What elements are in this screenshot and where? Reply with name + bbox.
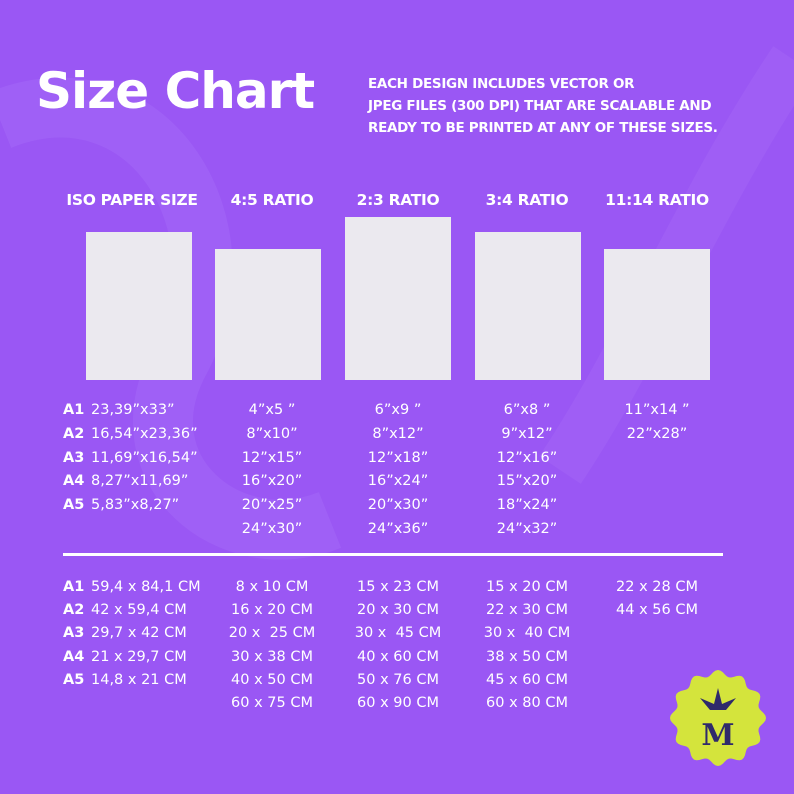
size-value: 11”x14 ”	[624, 402, 690, 418]
size-value: 16”x24”	[367, 473, 429, 490]
size-value: 16”x20”	[241, 473, 303, 490]
size-value: 60 x 80 CM	[486, 695, 568, 711]
size-value: 9”x12”	[501, 425, 553, 442]
logo-badge	[670, 670, 766, 766]
column-header: 11:14 RATIO	[605, 191, 709, 209]
size-value: 12”x18”	[367, 449, 429, 466]
size-value: 45 x 60 CM	[486, 671, 568, 688]
size-value: 12”x15”	[241, 449, 303, 466]
size-value: 22”x28”	[626, 425, 688, 442]
size-value: 6”x9 ”	[374, 402, 422, 418]
size-value: 4”x5 ”	[248, 402, 296, 418]
size-value: 40 x 50 CM	[231, 671, 313, 688]
size-value: 60 x 75 CM	[231, 695, 313, 711]
size-dimension: 11,69”x16,54”	[91, 449, 198, 466]
size-value: 24”x36”	[367, 521, 429, 537]
size-value: 8”x12”	[372, 425, 424, 442]
paper-iso	[86, 232, 192, 380]
size-value: 20 x 25 CM	[228, 625, 316, 642]
size-value: 30 x 40 CM	[483, 625, 571, 642]
size-label: A5	[63, 497, 85, 514]
size-value: 15”x20”	[496, 473, 558, 490]
column-header: ISO PAPER SIZE	[66, 191, 198, 209]
size-value: 12”x16”	[496, 449, 558, 466]
size-value: 8 x 10 CM	[235, 579, 309, 595]
paper-11-14	[604, 249, 710, 380]
logo-letter: M	[701, 718, 734, 753]
size-label: A3	[63, 449, 85, 466]
column-header: 4:5 RATIO	[230, 191, 314, 209]
size-value: 15 x 23 CM	[357, 579, 439, 595]
size-value: 30 x 38 CM	[231, 648, 313, 665]
title: Size Chart	[36, 62, 315, 120]
size-value: 40 x 60 CM	[357, 648, 439, 665]
size-value: 24”x32”	[496, 521, 558, 537]
size-value: 60 x 90 CM	[357, 695, 439, 711]
size-value: 15 x 20 CM	[486, 579, 568, 595]
size-value: 22 x 28 CM	[616, 579, 698, 595]
description-line: JPEG FILES (300 DPI) THAT ARE SCALABLE A…	[368, 98, 712, 114]
size-value: 18”x24”	[496, 497, 558, 514]
size-label: A1	[63, 402, 85, 418]
paper-4-5	[215, 249, 321, 380]
size-value: 16 x 20 CM	[231, 602, 313, 619]
size-value: 6”x8 ”	[503, 402, 551, 418]
size-dimension: 23,39”x33”	[91, 402, 175, 418]
column-header: 3:4 RATIO	[485, 191, 569, 209]
paper-3-4	[475, 232, 581, 380]
size-dimension: 29,7 x 42 CM	[91, 625, 187, 642]
size-dimension: 8,27”x11,69”	[91, 473, 189, 490]
description-line: EACH DESIGN INCLUDES VECTOR OR	[368, 76, 635, 92]
size-dimension: 42 x 59,4 CM	[91, 602, 187, 619]
size-value: 20”x30”	[367, 497, 429, 514]
paper-2-3	[345, 217, 451, 380]
size-value: 22 x 30 CM	[486, 602, 568, 619]
size-dimension: 21 x 29,7 CM	[91, 648, 187, 665]
size-label: A2	[63, 425, 85, 442]
size-value: 24”x30”	[241, 521, 303, 537]
size-value: 44 x 56 CM	[616, 602, 698, 619]
size-label: A4	[63, 473, 85, 490]
size-dimension: 16,54”x23,36”	[91, 425, 198, 442]
size-label: A4	[63, 648, 85, 665]
size-dimension: 59,4 x 84,1 CM	[91, 579, 201, 595]
size-label: A1	[63, 579, 85, 595]
column-header: 2:3 RATIO	[356, 191, 440, 209]
size-value: 30 x 45 CM	[354, 625, 442, 642]
size-dimension: 5,83”x8,27”	[91, 497, 180, 514]
size-label: A3	[63, 625, 85, 642]
size-dimension: 14,8 x 21 CM	[91, 671, 187, 688]
size-label: A2	[63, 602, 85, 619]
description-line: READY TO BE PRINTED AT ANY OF THESE SIZE…	[368, 120, 718, 136]
divider	[63, 553, 723, 556]
logo-star	[700, 688, 736, 710]
size-value: 20”x25”	[241, 497, 303, 514]
size-value: 8”x10”	[246, 425, 298, 442]
size-value: 50 x 76 CM	[357, 671, 439, 688]
size-value: 38 x 50 CM	[486, 648, 568, 665]
size-label: A5	[63, 671, 85, 688]
size-value: 20 x 30 CM	[357, 602, 439, 619]
